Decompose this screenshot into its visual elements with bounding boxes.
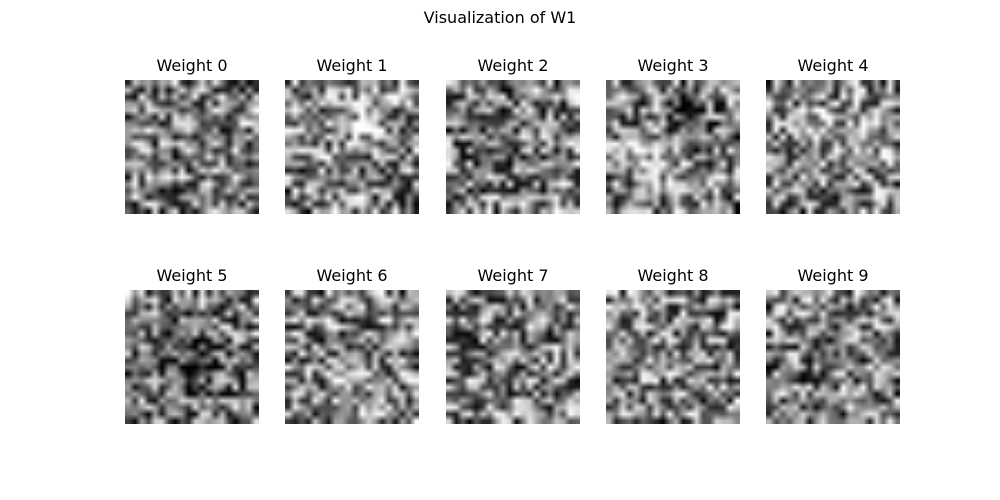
weight-panel-9: Weight 9	[766, 266, 900, 424]
weight-panel-0: Weight 0	[125, 56, 259, 214]
weight-heatmap-3	[606, 80, 740, 214]
weight-heatmap-4	[766, 80, 900, 214]
panel-title-0: Weight 0	[156, 56, 228, 75]
weight-heatmap-0	[125, 80, 259, 214]
weight-heatmap-1	[285, 80, 419, 214]
weight-panel-1: Weight 1	[285, 56, 419, 214]
weight-panel-8: Weight 8	[606, 266, 740, 424]
figure-title: Visualization of W1	[423, 8, 577, 27]
panel-title-6: Weight 6	[316, 266, 388, 285]
panel-title-3: Weight 3	[637, 56, 709, 75]
weight-heatmap-6	[285, 290, 419, 424]
panel-title-8: Weight 8	[637, 266, 709, 285]
weight-heatmap-9	[766, 290, 900, 424]
weight-panel-7: Weight 7	[446, 266, 580, 424]
weight-panel-2: Weight 2	[446, 56, 580, 214]
panel-title-1: Weight 1	[316, 56, 388, 75]
weight-panel-4: Weight 4	[766, 56, 900, 214]
panel-title-9: Weight 9	[797, 266, 869, 285]
panel-title-2: Weight 2	[477, 56, 549, 75]
weight-panel-5: Weight 5	[125, 266, 259, 424]
panel-title-7: Weight 7	[477, 266, 549, 285]
weight-heatmap-5	[125, 290, 259, 424]
weight-heatmap-2	[446, 80, 580, 214]
weight-panel-6: Weight 6	[285, 266, 419, 424]
weight-heatmap-8	[606, 290, 740, 424]
panel-title-4: Weight 4	[797, 56, 869, 75]
panel-title-5: Weight 5	[156, 266, 228, 285]
weight-panel-3: Weight 3	[606, 56, 740, 214]
weight-heatmap-7	[446, 290, 580, 424]
